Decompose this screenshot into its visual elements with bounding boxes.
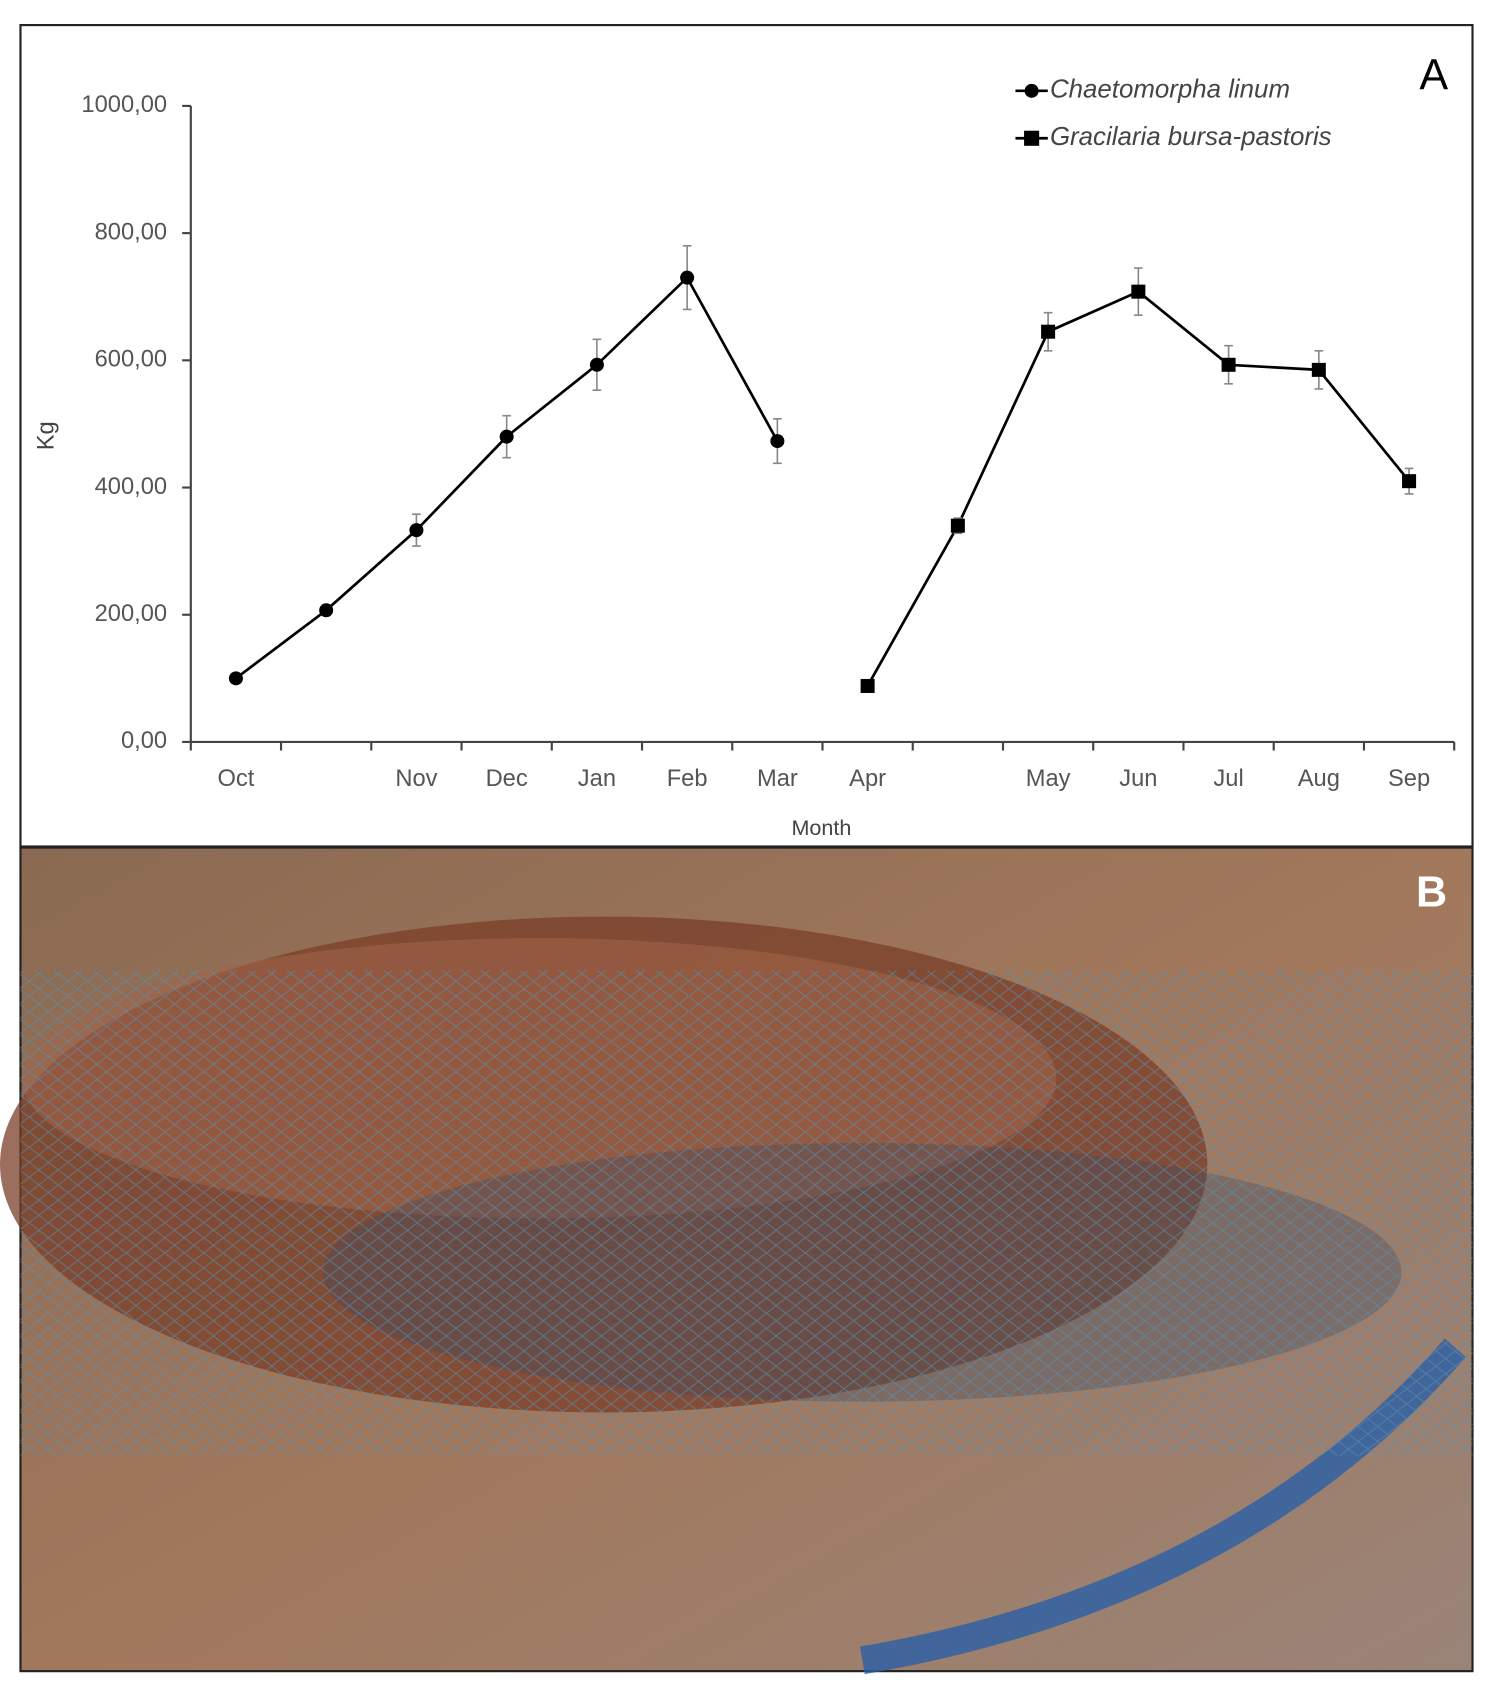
- panel-frame: [19, 24, 1474, 848]
- marker: [499, 429, 514, 444]
- y-tick-label: 1000,00: [81, 92, 167, 118]
- x-tick-label: May: [1026, 766, 1071, 792]
- photo: [0, 846, 1474, 1675]
- x-tick-label: Jan: [578, 766, 616, 792]
- x-tick-label: Apr: [849, 766, 886, 792]
- y-tick-label: 200,00: [95, 601, 167, 627]
- y-tick-label: 800,00: [95, 219, 167, 245]
- x-tick-label: Jul: [1213, 766, 1243, 792]
- x-tick-label: Feb: [667, 766, 708, 792]
- y-tick-label: 600,00: [95, 347, 167, 373]
- marker: [950, 518, 965, 533]
- x-tick-label: Aug: [1298, 766, 1340, 792]
- y-tick-label: 400,00: [95, 474, 167, 500]
- marker: [1311, 362, 1326, 377]
- marker: [319, 603, 334, 618]
- legend-label: Gracilaria bursa-pastoris: [1050, 123, 1332, 151]
- marker: [860, 678, 875, 693]
- marker: [770, 434, 785, 449]
- marker: [589, 357, 604, 372]
- marker: [228, 671, 243, 686]
- x-tick-label: Mar: [757, 766, 798, 792]
- panel-label: A: [1419, 51, 1448, 99]
- y-tick-label: 0,00: [121, 728, 167, 754]
- legend-label: Chaetomorpha linum: [1050, 76, 1290, 104]
- y-axis-label: Kg: [34, 421, 60, 450]
- legend-marker: [1024, 130, 1040, 146]
- x-tick-label: Dec: [486, 766, 528, 792]
- marker: [680, 270, 695, 285]
- x-tick-label: Nov: [395, 766, 437, 792]
- legend-marker: [1024, 83, 1039, 98]
- marker: [1041, 324, 1056, 339]
- photo-label: B: [1416, 868, 1447, 916]
- x-axis-label: Month: [791, 815, 851, 840]
- x-tick-label: Sep: [1388, 766, 1430, 792]
- marker: [1221, 357, 1236, 372]
- marker: [1131, 284, 1146, 299]
- x-tick-label: Jun: [1119, 766, 1157, 792]
- marker: [409, 523, 424, 538]
- x-tick-label: Oct: [217, 766, 254, 792]
- marker: [1402, 474, 1417, 489]
